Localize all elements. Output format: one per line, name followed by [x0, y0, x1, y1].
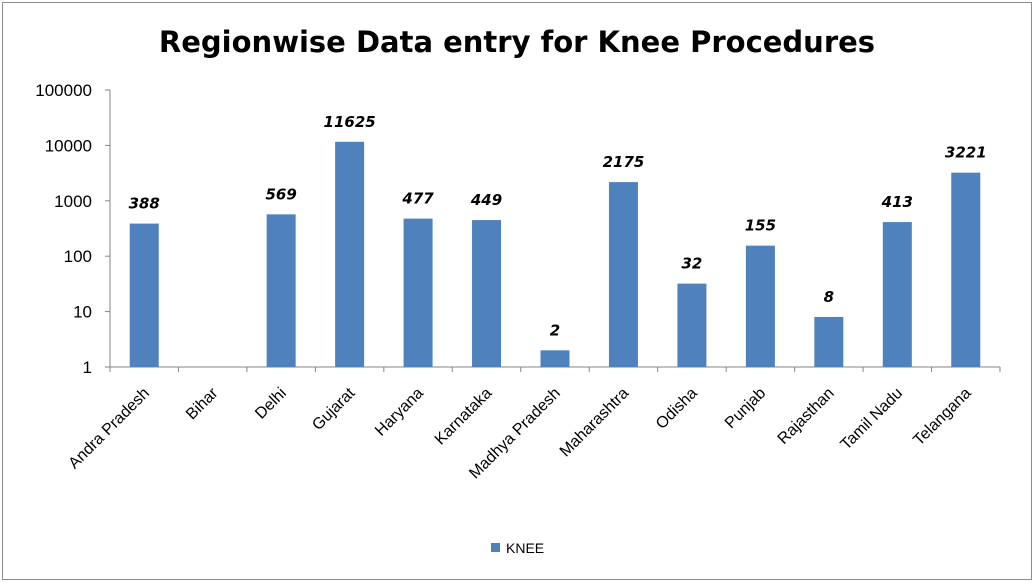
- bar-madhya-pradesh: [540, 350, 570, 367]
- y-tick-label: 1000: [54, 192, 92, 211]
- data-label: 32: [681, 255, 702, 273]
- x-tick-label: Delhi: [252, 385, 290, 423]
- bar-andra-pradesh: [129, 223, 159, 367]
- bar-rajasthan: [814, 316, 844, 367]
- bar-odisha: [677, 283, 707, 367]
- x-axis-ticks: Andra Pradesh Bihar Delhi Gujarat Haryana Kar…: [66, 367, 1001, 482]
- legend-label-knee: KNEE: [506, 540, 544, 556]
- data-label: 388: [129, 195, 160, 213]
- data-label: 569: [265, 185, 296, 203]
- x-tick-label: Gujarat: [309, 384, 359, 434]
- bar-karnataka: [472, 220, 502, 367]
- y-tick-label: 10: [73, 303, 92, 322]
- y-tick-label: 100000: [35, 81, 92, 100]
- data-label: 11625: [324, 113, 376, 131]
- bar-telangana: [951, 172, 981, 367]
- data-label: 8: [824, 288, 834, 306]
- x-tick-label: Tamil Nadu: [838, 385, 907, 454]
- data-label: 413: [881, 193, 913, 211]
- data-label: 2: [550, 321, 560, 339]
- bar-haryana: [403, 218, 433, 367]
- bar-punjab: [745, 245, 775, 367]
- data-label: 155: [745, 217, 776, 235]
- bar-maharashtra: [608, 182, 638, 367]
- y-tick-label: 1: [83, 358, 92, 377]
- legend-swatch-knee: [491, 543, 500, 552]
- data-label: 3221: [945, 144, 987, 162]
- chart-title: Regionwise Data entry for Knee Procedure…: [159, 25, 875, 59]
- x-tick-label: Maharashtra: [557, 385, 633, 461]
- x-tick-label: Punjab: [722, 385, 769, 432]
- x-tick-label: Rajasthan: [775, 385, 838, 448]
- bar-delhi: [266, 214, 296, 367]
- bar-tamil-nadu: [882, 222, 912, 367]
- x-tick-label: Bihar: [183, 384, 222, 423]
- data-label: 449: [470, 191, 502, 209]
- x-tick-label: Haryana: [372, 385, 427, 440]
- y-tick-label: 100: [64, 247, 92, 266]
- y-tick-label: 10000: [45, 136, 92, 155]
- x-tick-label: Odisha: [653, 385, 701, 433]
- x-tick-label: Karnataka: [432, 385, 496, 449]
- data-label: 2175: [603, 153, 645, 171]
- data-label: 477: [401, 190, 434, 208]
- legend: KNEE: [491, 540, 544, 556]
- bar-gujarat: [335, 141, 365, 367]
- data-labels: 388 569 11625 477 449 2 2175 32 155 8 413 3221: [129, 113, 987, 340]
- y-axis-ticks: 1 10 100 1000 10000 100000: [35, 81, 110, 377]
- bars: [129, 141, 981, 367]
- x-tick-label: Telangana: [910, 385, 974, 449]
- x-tick-label: Andra Pradesh: [66, 385, 153, 472]
